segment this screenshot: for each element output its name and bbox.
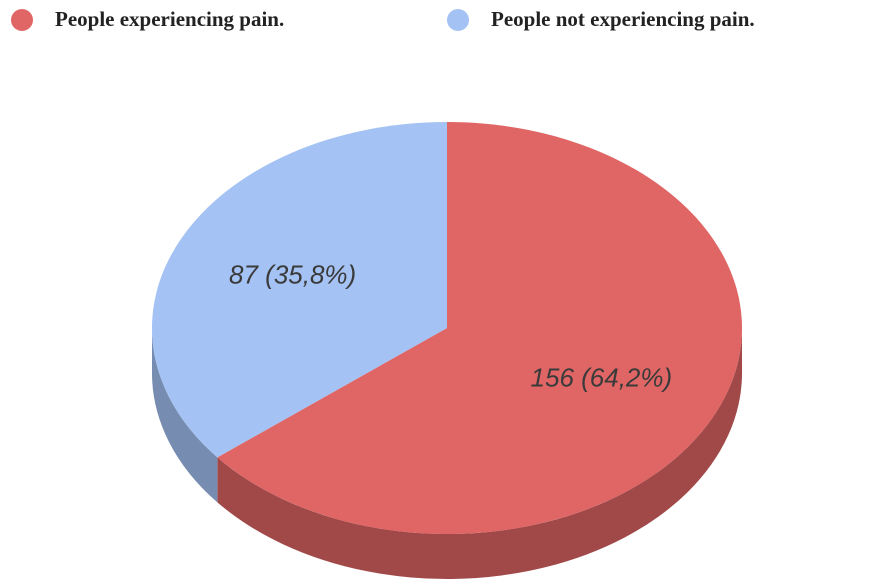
legend-swatch: [447, 9, 469, 31]
legend-swatch: [11, 9, 33, 31]
slice: [151, 122, 447, 458]
legend-label: People not experiencing pain.: [491, 7, 755, 31]
slice: [217, 122, 743, 534]
data-label: 87 (35,8%): [229, 259, 356, 289]
slice-side: [217, 328, 743, 579]
slice-side: [152, 328, 218, 503]
legend-label: People experiencing pain.: [55, 7, 284, 31]
data-label: 156 (64,2%): [531, 362, 673, 392]
